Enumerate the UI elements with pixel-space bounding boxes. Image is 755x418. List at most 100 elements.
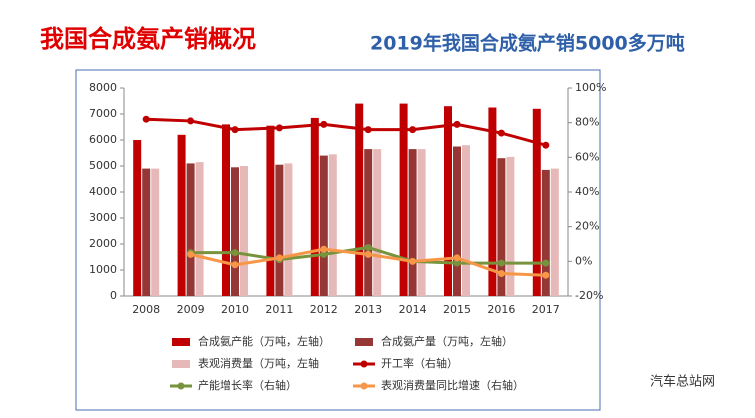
- x-tick-label: 2008: [132, 303, 160, 316]
- bar: [462, 145, 470, 296]
- point: [187, 250, 195, 258]
- y-tick-label: 5000: [89, 159, 117, 172]
- legend-swatch: [172, 338, 190, 346]
- bar: [444, 106, 452, 296]
- bar: [497, 158, 506, 296]
- y2-tick-label: 80%: [575, 116, 599, 129]
- x-tick-label: 2017: [532, 303, 560, 316]
- bar: [275, 164, 284, 296]
- bar: [195, 162, 204, 296]
- bar: [541, 169, 550, 296]
- bar: [142, 168, 151, 296]
- bar: [177, 134, 186, 296]
- bar: [355, 103, 364, 296]
- point: [453, 254, 461, 262]
- y-tick-label: 1000: [89, 263, 117, 276]
- legend-label: 表观消费量同比增速（右轴）: [381, 378, 524, 392]
- bar: [532, 108, 541, 296]
- point: [364, 126, 372, 134]
- point: [275, 254, 283, 262]
- bar: [328, 154, 337, 296]
- legend-dot: [360, 360, 368, 368]
- point: [409, 126, 417, 134]
- point: [453, 120, 461, 128]
- bar: [151, 168, 160, 296]
- bar: [240, 166, 248, 296]
- y-tick-label: 0: [110, 289, 117, 302]
- y-tick-label: 6000: [89, 133, 117, 146]
- bar: [550, 168, 559, 296]
- point: [497, 259, 505, 267]
- legend-label: 产能增长率（右轴）: [198, 378, 297, 392]
- bar: [284, 163, 293, 296]
- point: [542, 141, 550, 149]
- point: [497, 129, 505, 137]
- point: [542, 271, 550, 279]
- x-tick-label: 2010: [221, 303, 249, 316]
- y-tick-label: 4000: [89, 185, 117, 198]
- bar: [399, 103, 408, 296]
- point: [187, 117, 195, 125]
- y2-tick-label: 40%: [575, 185, 599, 198]
- bar: [408, 149, 417, 296]
- bar: [133, 140, 142, 296]
- y-tick-label: 7000: [89, 107, 117, 120]
- title: 我国合成氨产销概况: [40, 25, 256, 53]
- y2-tick-label: 100%: [575, 81, 606, 94]
- bar: [488, 107, 497, 296]
- x-tick-label: 2011: [265, 303, 293, 316]
- x-tick-label: 2015: [443, 303, 471, 316]
- x-tick-label: 2014: [399, 303, 427, 316]
- point: [231, 261, 239, 269]
- y-tick-label: 3000: [89, 211, 117, 224]
- bar: [222, 124, 230, 297]
- legend-swatch: [355, 338, 373, 346]
- point: [409, 257, 417, 265]
- point: [275, 124, 283, 132]
- y-tick-label: 8000: [89, 81, 117, 94]
- point: [320, 250, 328, 258]
- point: [364, 250, 372, 258]
- bar: [319, 155, 328, 296]
- legend-swatch: [172, 360, 190, 368]
- point: [320, 245, 328, 253]
- line: [146, 117, 547, 147]
- point: [320, 120, 328, 128]
- point: [497, 269, 505, 277]
- point: [453, 259, 461, 267]
- bar: [373, 149, 382, 296]
- bar: [266, 125, 275, 296]
- bar: [310, 117, 319, 297]
- subtitle: 2019年我国合成氨产销5000多万吨: [370, 32, 685, 55]
- legend-label: 合成氨产能（万吨，左轴）: [198, 334, 330, 348]
- y2-tick-label: 60%: [575, 150, 599, 163]
- bar: [231, 167, 239, 296]
- y2-tick-label: 0%: [575, 254, 592, 267]
- legend-dot: [177, 382, 185, 390]
- point: [231, 126, 239, 134]
- y-tick-label: 2000: [89, 237, 117, 250]
- x-tick-label: 2013: [354, 303, 382, 316]
- bar: [417, 149, 426, 296]
- point: [142, 115, 150, 123]
- point: [542, 259, 550, 267]
- legend-label: 表观消费量（万吨，左轴: [198, 356, 319, 370]
- bar: [506, 156, 515, 296]
- point: [231, 249, 239, 257]
- bar: [186, 163, 195, 296]
- x-tick-label: 2016: [487, 303, 515, 316]
- bar: [453, 146, 461, 296]
- chart-frame: [75, 69, 601, 411]
- legend-label: 合成氨产量（万吨，左轴）: [381, 334, 513, 348]
- bar: [364, 149, 373, 296]
- x-tick-label: 2012: [310, 303, 338, 316]
- legend-label: 开工率（右轴）: [381, 356, 458, 370]
- y2-tick-label: 20%: [575, 220, 599, 233]
- point: [364, 243, 372, 251]
- y2-tick-label: -20%: [575, 289, 603, 302]
- watermark: 汽车总站网: [650, 374, 715, 390]
- legend-dot: [360, 382, 368, 390]
- x-tick-label: 2009: [177, 303, 205, 316]
